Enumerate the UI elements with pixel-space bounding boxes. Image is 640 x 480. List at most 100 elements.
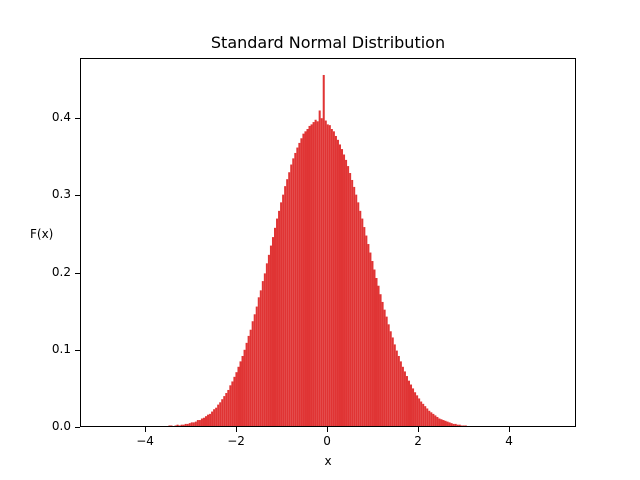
histogram-bar (296, 147, 299, 427)
histogram-bar (375, 278, 378, 427)
histogram-bar (215, 407, 218, 427)
y-tick-label: 0.3 (51, 187, 71, 202)
histogram-bar (430, 412, 433, 427)
histogram-bar (328, 125, 331, 427)
histogram-bar (310, 124, 313, 427)
histogram-bar (247, 335, 250, 427)
histogram-bar (387, 324, 390, 427)
histogram-bar (257, 297, 260, 427)
histogram-bar (140, 426, 143, 427)
histogram-bar (284, 186, 287, 427)
histogram-bar (343, 154, 346, 427)
histogram-bar (219, 402, 222, 427)
histogram-bar (184, 423, 187, 427)
histogram-bar (231, 381, 234, 427)
histogram-bar (472, 426, 475, 427)
histogram-bar (235, 372, 238, 427)
histogram-bar (312, 122, 315, 427)
histogram-bar (274, 227, 277, 427)
histogram-bar (263, 273, 266, 427)
histogram-bar (318, 110, 321, 427)
histogram-bar (239, 361, 242, 427)
histogram-bar (265, 263, 268, 427)
histogram-bar (213, 409, 216, 427)
histogram-bar (304, 131, 307, 427)
histogram-bar (282, 194, 285, 427)
histogram-bar (316, 121, 319, 427)
histogram-bar (432, 413, 435, 427)
histogram-bar (196, 420, 199, 427)
chart-title: Standard Normal Distribution (210, 33, 446, 52)
histogram-bar (434, 415, 437, 427)
histogram-bar (223, 396, 226, 427)
histogram-bar (251, 321, 254, 427)
x-tick (327, 427, 329, 432)
histogram-bar (200, 418, 203, 427)
histogram-bar (424, 406, 427, 427)
histogram-bar (245, 342, 248, 427)
histogram-bar (377, 285, 380, 427)
x-tick (236, 427, 238, 432)
y-tick (75, 427, 80, 428)
histogram-bar (233, 376, 236, 427)
histogram-bar (204, 416, 208, 427)
histogram-bar (464, 425, 467, 427)
y-tick-label: 0.0 (51, 419, 71, 433)
histogram-bar (249, 329, 252, 427)
histogram-bar (428, 410, 431, 427)
histogram-bar (259, 290, 262, 427)
histogram-bar (383, 309, 386, 427)
y-tick-label: 0.4 (51, 110, 71, 125)
histogram-bar (438, 418, 441, 427)
histogram-bar (326, 124, 329, 427)
histogram-bar (403, 371, 406, 427)
histogram-bar (288, 172, 291, 427)
histogram-bar (357, 202, 360, 427)
histogram-bar (172, 426, 175, 427)
histogram-bar (345, 159, 348, 427)
histogram-bar (385, 316, 388, 427)
histogram-bar (156, 426, 159, 427)
histogram-bar (371, 261, 374, 427)
histogram-bar (420, 401, 423, 427)
histogram-bar (211, 411, 214, 427)
x-axis-label: x (324, 454, 332, 468)
histogram-bars (135, 74, 551, 427)
histogram-bar (407, 380, 410, 427)
histogram-bar (306, 129, 309, 427)
y-tick (75, 349, 80, 351)
histogram-bar (450, 423, 453, 427)
histogram-bar (379, 294, 382, 427)
histogram-bar (209, 413, 212, 427)
histogram-bar (294, 152, 297, 427)
histogram-bar (405, 376, 408, 427)
histogram-bar (243, 349, 246, 427)
x-tick-label: 4 (505, 434, 513, 448)
histogram-bar (255, 306, 258, 427)
y-tick (75, 272, 80, 274)
histogram-bar (426, 408, 429, 427)
histogram-bar (363, 227, 366, 427)
y-tick (75, 118, 80, 120)
histogram-bar (460, 425, 463, 427)
histogram-bar (442, 420, 445, 427)
histogram-bar (324, 120, 327, 427)
histogram-bar (410, 384, 413, 427)
histogram-bar (347, 166, 350, 427)
histogram-bar (399, 361, 402, 427)
histogram-bar (336, 139, 339, 427)
histogram-bar (207, 414, 210, 427)
histogram-bar (280, 202, 283, 427)
histogram-bar (389, 331, 392, 427)
x-tick (145, 427, 147, 432)
histogram-bar (186, 423, 189, 427)
histogram-bar (416, 395, 419, 427)
histogram-bar (468, 426, 471, 427)
histogram-bar (470, 426, 473, 427)
y-axis-label: F(x) (30, 227, 54, 241)
histogram-bar (320, 118, 323, 427)
histogram-bar (466, 426, 469, 427)
histogram-bar (217, 404, 220, 427)
histogram-bar (367, 244, 370, 427)
histogram-bar (412, 388, 415, 427)
